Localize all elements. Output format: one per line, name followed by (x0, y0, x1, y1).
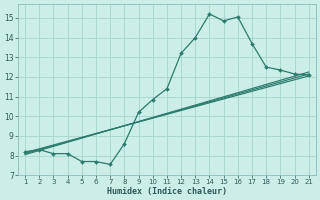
X-axis label: Humidex (Indice chaleur): Humidex (Indice chaleur) (107, 187, 227, 196)
